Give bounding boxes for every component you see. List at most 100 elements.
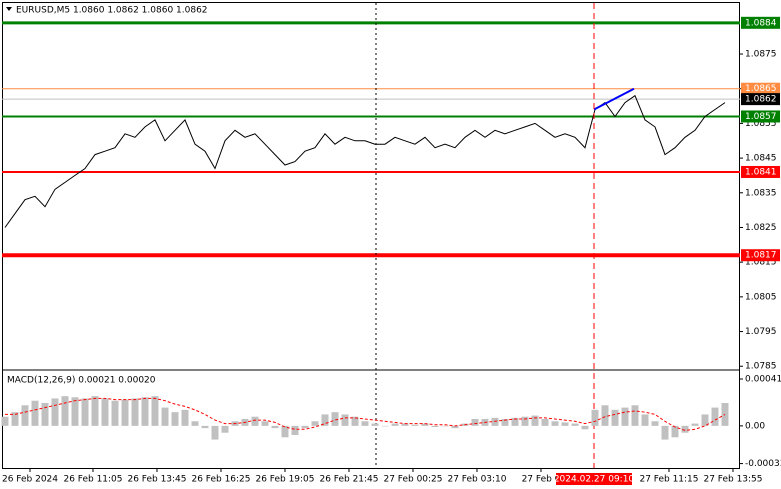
macd-bar xyxy=(51,398,59,426)
macd-bar xyxy=(521,416,529,426)
x-tick-label: 27 Feb 00:25 xyxy=(383,475,442,485)
price-level-label: 1.0862 xyxy=(745,95,777,105)
price-level-tag xyxy=(741,16,780,29)
y-tick-label: 1.0845 xyxy=(745,154,777,164)
macd-bar xyxy=(421,423,429,426)
x-tick-label: 26 Feb 16:25 xyxy=(191,475,250,485)
macd-bar xyxy=(541,419,549,426)
macd-bar xyxy=(71,397,79,426)
macd-bar xyxy=(641,414,649,426)
y-tick-label: 1.0875 xyxy=(745,50,777,60)
x-tick-label: 26 Feb 11:05 xyxy=(63,475,122,485)
x-tick-label: 27 Feb 11:15 xyxy=(639,475,698,485)
time-tag-label: 2024.02.27 09:10 xyxy=(554,475,635,485)
macd-bar xyxy=(181,409,189,426)
y-tick-label: 0.00 xyxy=(745,421,765,431)
y-tick-label: 1.0815 xyxy=(745,258,777,268)
macd-bar xyxy=(471,419,479,426)
price-level-tag xyxy=(741,165,780,178)
price-level-tag xyxy=(741,110,780,123)
macd-bar xyxy=(281,425,289,438)
macd-bar xyxy=(301,425,309,429)
macd-bar xyxy=(701,414,709,426)
macd-bar xyxy=(381,425,389,427)
macd-bar xyxy=(81,398,89,426)
x-tick-label: 26 Feb 19:05 xyxy=(255,475,314,485)
macd-bar xyxy=(11,412,19,426)
macd-bar xyxy=(431,425,439,427)
macd-bar xyxy=(131,398,139,426)
price-level-label: 1.0884 xyxy=(745,18,777,28)
macd-bar xyxy=(561,422,569,426)
time-tag xyxy=(556,473,632,485)
macd-bar xyxy=(331,412,339,426)
macd-bar xyxy=(511,417,519,426)
y-tick-label: 1.0795 xyxy=(745,327,777,337)
price-level-label: 1.0857 xyxy=(745,112,777,122)
price-line xyxy=(4,94,726,228)
x-tick-label: 26 Feb 13:45 xyxy=(127,475,186,485)
y-tick-label: -0.00033 xyxy=(745,459,781,469)
macd-bar xyxy=(271,425,279,429)
macd-bar xyxy=(401,423,409,426)
y-tick-label: 1.0805 xyxy=(745,292,777,302)
y-tick-label: 1.0785 xyxy=(745,362,777,372)
menu-arrow xyxy=(6,7,12,11)
macd-bar xyxy=(691,423,699,426)
x-tick-label: 26 Feb 2024 xyxy=(2,475,58,485)
y-tick-label: 1.0835 xyxy=(745,188,777,198)
macd-bar xyxy=(41,403,49,426)
y-tick-label: 0.00041 xyxy=(745,375,781,385)
price-level-label: 1.0865 xyxy=(745,84,777,94)
macd-bar xyxy=(681,425,689,433)
macd-bar xyxy=(101,398,109,426)
macd-bar xyxy=(31,400,39,426)
macd-bar xyxy=(671,425,679,438)
macd-bar xyxy=(121,399,129,426)
macd-bar xyxy=(261,421,269,426)
macd-bar xyxy=(171,412,179,426)
price-level-tag xyxy=(741,82,780,95)
macd-bar xyxy=(291,425,299,435)
macd-bar xyxy=(571,423,579,426)
macd-header: MACD(12,26,9) 0.00021 0.00020 xyxy=(7,376,156,386)
macd-bar xyxy=(151,396,159,426)
price-level-tag xyxy=(741,249,780,262)
macd-bar xyxy=(21,405,29,426)
macd-bar xyxy=(581,425,589,430)
price-level-label: 1.0841 xyxy=(745,167,777,177)
macd-bar xyxy=(391,423,399,426)
macd-bar xyxy=(111,400,119,426)
macd-bar xyxy=(441,425,449,427)
macd-bar xyxy=(601,405,609,426)
macd-bar xyxy=(141,397,149,426)
macd-bar xyxy=(341,414,349,426)
macd-bar xyxy=(491,417,499,426)
macd-bar xyxy=(321,414,329,426)
y-tick-label: 1.0855 xyxy=(745,119,777,129)
macd-bar xyxy=(451,425,459,429)
macd-bar xyxy=(621,407,629,426)
x-tick-label: 27 Feb 03:10 xyxy=(447,475,506,485)
macd-bar xyxy=(251,416,259,426)
macd-bar xyxy=(191,421,199,426)
macd-bar xyxy=(1,416,9,426)
macd-bar xyxy=(411,424,419,426)
plot-frame xyxy=(2,2,740,469)
macd-bar xyxy=(361,421,369,426)
macd-bar xyxy=(161,407,169,426)
price-level-tag xyxy=(741,93,780,106)
y-tick-label: 1.0825 xyxy=(745,223,777,233)
macd-bar xyxy=(551,421,559,426)
symbol-header: EURUSD,M5 1.0860 1.0862 1.0860 1.0862 xyxy=(16,6,208,16)
macd-bar xyxy=(351,416,359,426)
macd-bar xyxy=(371,423,379,426)
macd-bar xyxy=(211,425,219,440)
macd-bar xyxy=(711,407,719,426)
macd-bar xyxy=(611,409,619,426)
trend-line xyxy=(593,87,635,111)
macd-bar xyxy=(311,421,319,426)
macd-bar xyxy=(501,419,509,426)
